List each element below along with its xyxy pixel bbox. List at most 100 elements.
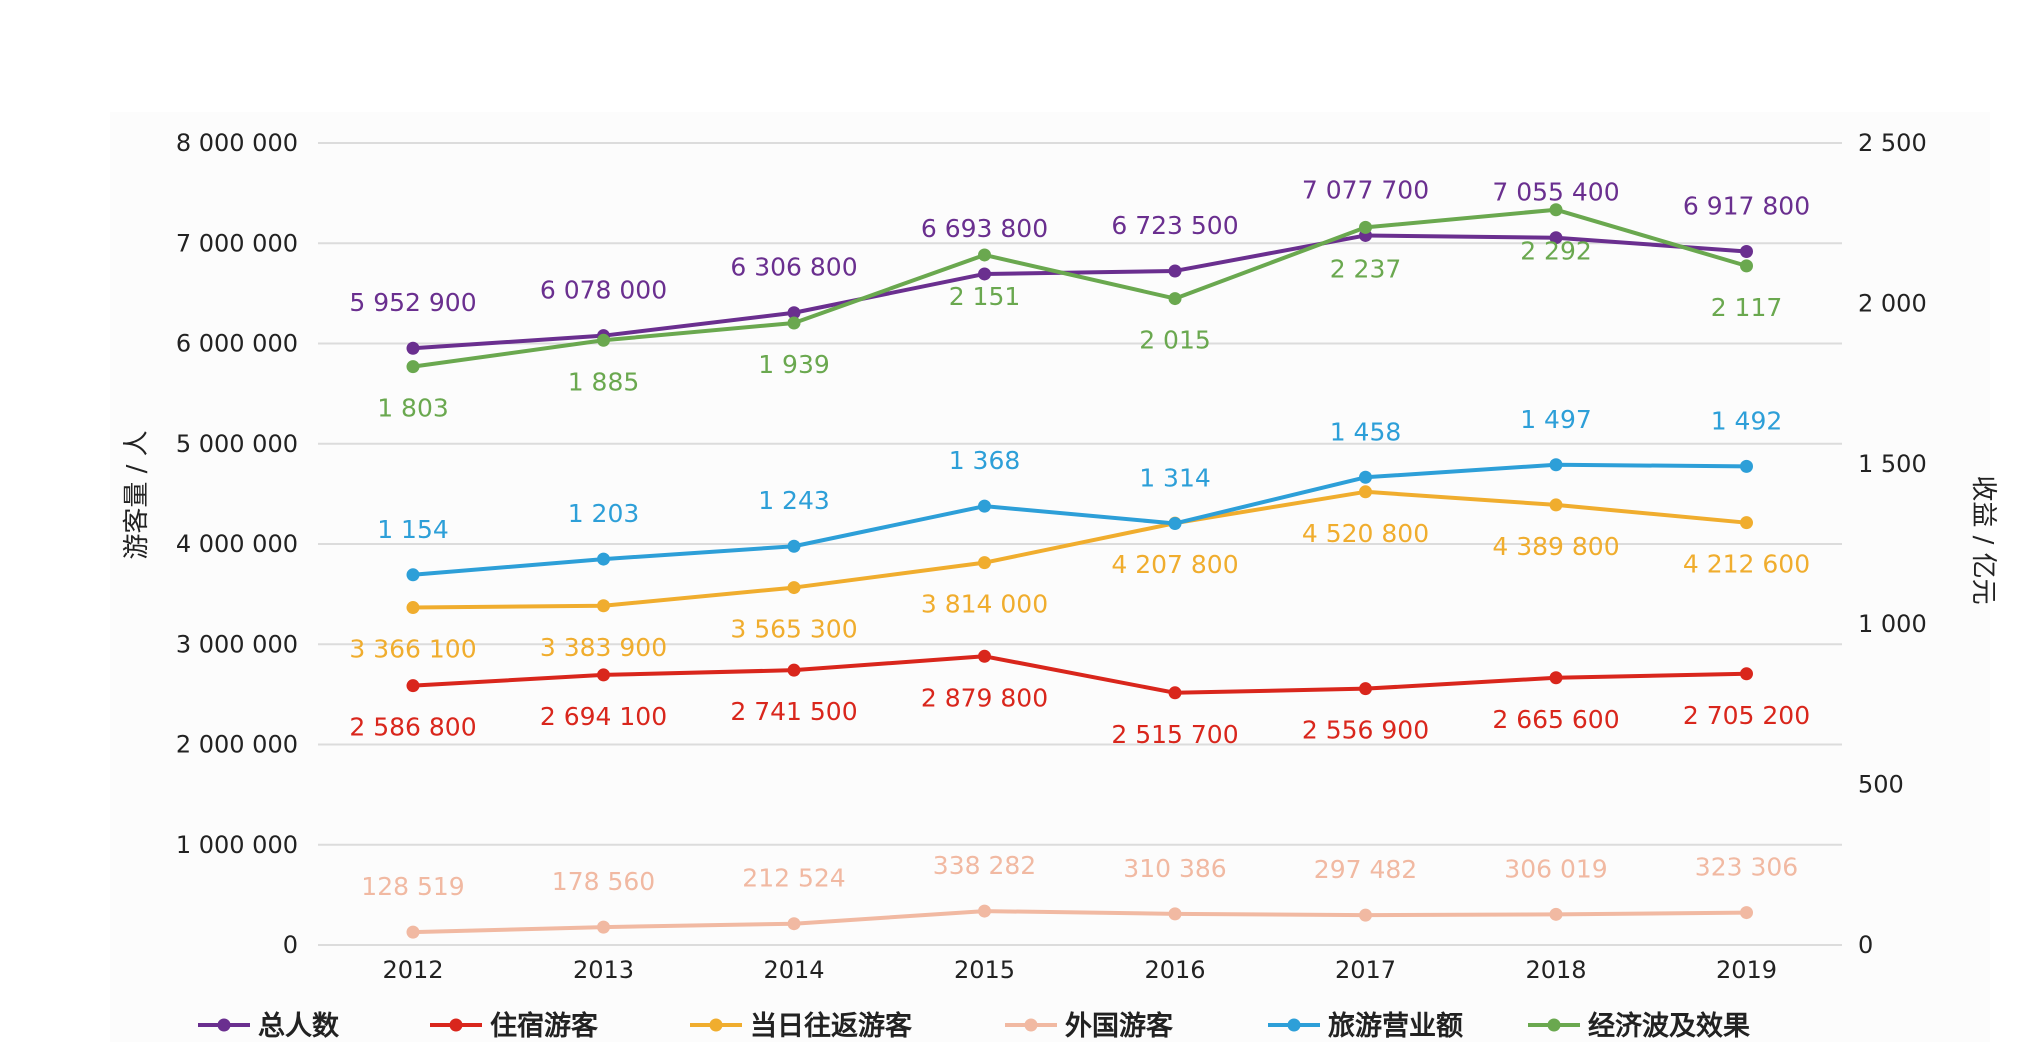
- legend-label: 当日往返游客: [750, 1010, 913, 1042]
- plot-background: [110, 112, 1990, 1042]
- data-label: 297 482: [1314, 855, 1417, 884]
- data-point: [597, 668, 610, 682]
- data-point: [406, 568, 420, 582]
- left-axis-tick-label: 5 000 000: [176, 430, 298, 458]
- legend-swatch-marker: [1547, 1018, 1561, 1032]
- data-label: 1 368: [949, 446, 1021, 475]
- right-axis-tick-label: 0: [1858, 931, 1873, 959]
- data-label: 1 939: [758, 350, 830, 379]
- data-point: [597, 552, 610, 566]
- x-axis-tick-label: 2016: [1144, 956, 1205, 984]
- data-point: [406, 360, 420, 374]
- data-label: 1 492: [1711, 406, 1783, 435]
- data-label: 3 565 300: [730, 615, 857, 644]
- data-label: 310 386: [1123, 854, 1226, 883]
- data-point: [787, 917, 801, 931]
- data-label: 306 019: [1504, 854, 1607, 883]
- left-axis-tick-label: 8 000 000: [176, 129, 298, 157]
- data-label: 2 694 100: [540, 702, 667, 731]
- x-axis-tick-label: 2012: [382, 956, 443, 984]
- data-point: [1359, 485, 1372, 499]
- legend-label: 外国游客: [1065, 1010, 1174, 1042]
- data-label: 1 497: [1520, 405, 1592, 434]
- left-axis-tick-label: 6 000 000: [176, 330, 298, 358]
- legend-swatch-marker: [1024, 1018, 1038, 1032]
- left-axis-ticks: 0 1 000 000 2 000 000 3 000 000 4 000 000 5 0…: [176, 129, 298, 959]
- data-label: 5 952 900: [349, 288, 476, 317]
- data-point: [406, 925, 420, 939]
- x-axis-tick-label: 2015: [954, 956, 1015, 984]
- gridlines: [318, 142, 1842, 946]
- series-line: [412, 233, 1747, 351]
- data-point: [978, 267, 991, 281]
- data-label: 3 383 900: [540, 633, 667, 662]
- data-point: [1359, 470, 1372, 484]
- right-axis-tick-label: 2 500: [1858, 129, 1927, 157]
- legend-swatch-marker: [1287, 1018, 1301, 1032]
- legend-label: 总人数: [258, 1011, 340, 1042]
- data-point: [978, 649, 991, 663]
- data-label: 4 389 800: [1492, 532, 1619, 561]
- data-point: [978, 904, 991, 918]
- series-line: [412, 207, 1748, 369]
- data-label: 2 586 800: [349, 713, 476, 742]
- data-point: [1168, 264, 1182, 278]
- data-labels: 5 952 900 6 078 000 6 306 800 6 693 800 6 72…: [349, 175, 1810, 901]
- data-point: [787, 306, 801, 320]
- data-label: 338 282: [933, 851, 1036, 880]
- data-label: 2 515 700: [1111, 720, 1238, 749]
- legend-swatch-marker: [449, 1018, 463, 1032]
- data-point: [597, 333, 610, 347]
- data-label: 6 917 800: [1683, 191, 1810, 220]
- data-point: [597, 599, 610, 613]
- legend-label: 住宿游客: [490, 1010, 599, 1042]
- data-point: [1359, 220, 1372, 234]
- x-axis-tick-label: 2013: [573, 956, 634, 984]
- data-label: 6 306 800: [730, 253, 857, 282]
- data-label: 2 556 900: [1302, 716, 1429, 745]
- data-label: 1 203: [568, 499, 640, 528]
- data-point: [1740, 667, 1753, 681]
- right-axis-tick-label: 1 000: [1858, 610, 1927, 638]
- data-point: [787, 581, 801, 595]
- data-label: 212 524: [742, 864, 845, 893]
- data-point: [1359, 682, 1372, 696]
- data-label: 128 519: [361, 872, 464, 901]
- data-point: [1549, 671, 1563, 685]
- data-point: [406, 601, 420, 615]
- legend-label: 旅游营业额: [1328, 1010, 1463, 1042]
- data-point: [1168, 292, 1182, 306]
- right-axis-tick-label: 500: [1858, 771, 1904, 799]
- data-label: 2 237: [1330, 254, 1402, 283]
- left-axis-title: 游客量 / 人: [122, 430, 152, 559]
- data-label: 3 814 000: [921, 590, 1048, 619]
- right-axis-tick-label: 1 500: [1858, 450, 1927, 478]
- left-axis-tick-label: 7 000 000: [176, 229, 298, 257]
- data-point: [1549, 907, 1563, 921]
- x-axis-tick-label: 2017: [1335, 956, 1396, 984]
- data-label: 2 705 200: [1683, 701, 1810, 730]
- data-label: 4 520 800: [1302, 519, 1429, 548]
- x-axis-ticks: 2012 2013 2014 2015 2016 2017 2018 2019: [382, 956, 1777, 984]
- data-point: [1168, 516, 1182, 530]
- data-point: [1549, 203, 1563, 217]
- data-point: [1740, 244, 1753, 258]
- data-label: 2 292: [1520, 237, 1592, 266]
- x-axis-tick-label: 2019: [1716, 956, 1777, 984]
- data-point: [1740, 906, 1753, 920]
- data-point: [1549, 458, 1563, 472]
- left-axis-tick-label: 2 000 000: [176, 731, 298, 759]
- right-axis-ticks: 0 500 1 000 1 500 2 000 2 500: [1858, 129, 1927, 959]
- left-axis-tick-label: 3 000 000: [176, 630, 298, 658]
- data-label: 2 665 600: [1492, 705, 1619, 734]
- data-point: [787, 316, 801, 330]
- x-axis-tick-label: 2018: [1525, 956, 1586, 984]
- data-label: 7 055 400: [1492, 178, 1619, 207]
- x-axis-tick-label: 2014: [763, 956, 824, 984]
- data-point: [1740, 459, 1753, 473]
- data-point: [787, 663, 801, 677]
- data-label: 2 015: [1139, 326, 1211, 355]
- data-label: 323 306: [1695, 853, 1798, 882]
- legend-label: 经济波及效果: [1588, 1010, 1750, 1042]
